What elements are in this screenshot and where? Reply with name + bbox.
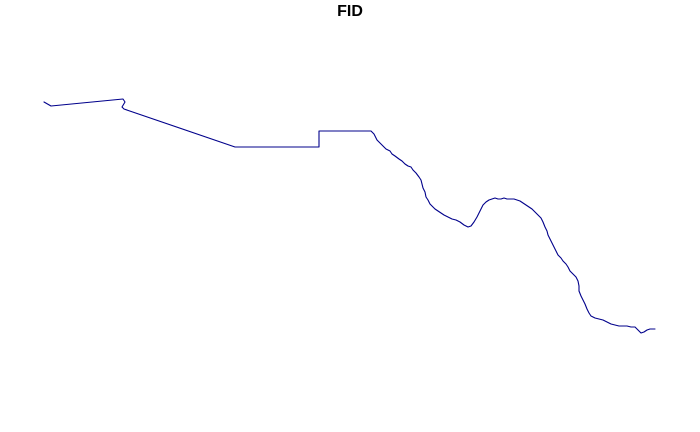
- boundary-line: [43, 98, 656, 334]
- map-title: FID: [337, 3, 363, 20]
